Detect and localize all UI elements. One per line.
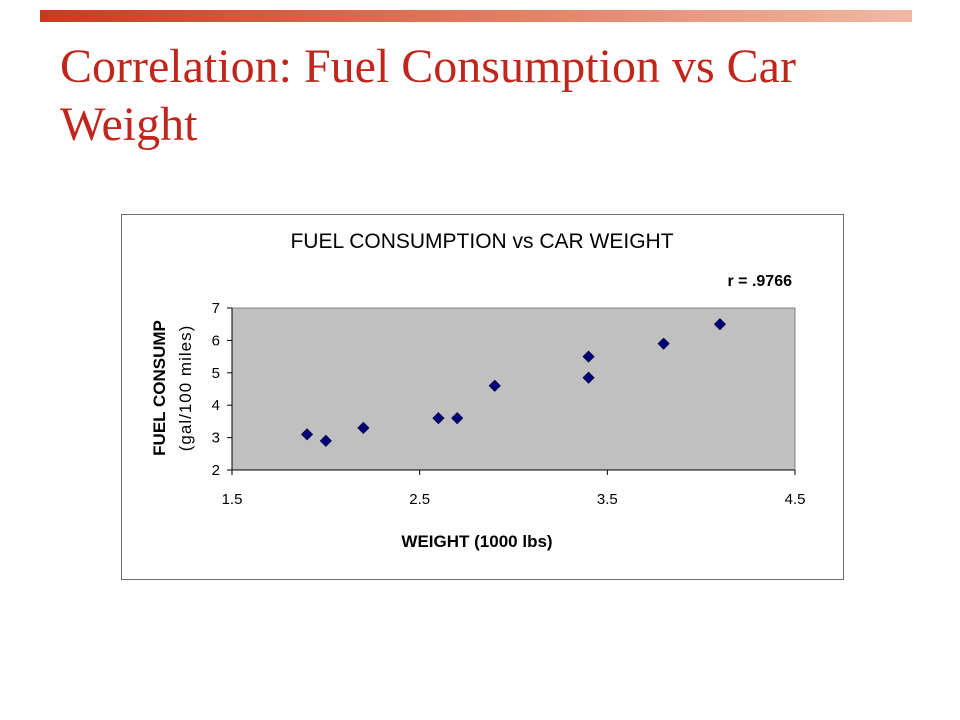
y-tick-label: 4 [212,397,220,414]
y-tick-label: 5 [212,365,220,382]
slide-title: Correlation: Fuel Consumption vs Car Wei… [60,40,796,151]
data-point [357,421,370,434]
y-axis: 2 3 4 5 6 7 [212,300,233,479]
data-points [301,318,726,447]
scatter-chart: FUEL CONSUMPTION vs CAR WEIGHT r = .9766… [150,230,806,551]
y-tick-label: 2 [212,462,220,479]
data-point [451,412,464,425]
data-point [301,428,314,441]
data-point [319,434,332,447]
y-axis-label-line2: (gal/100 miles) [176,325,195,452]
x-tick-label: 1.5 [222,491,243,508]
accent-bar [40,10,912,22]
chart-title: FUEL CONSUMPTION vs CAR WEIGHT [290,230,673,253]
data-point [432,412,445,425]
data-point [657,337,670,350]
plot-area [231,307,796,471]
data-point [582,350,595,363]
y-axis-label-line1: FUEL CONSUMP [150,320,169,456]
data-point [582,371,595,384]
x-axis: 1.5 2.5 3.5 4.5 [222,469,806,508]
y-tick-label: 6 [212,332,220,349]
data-point [713,318,726,331]
data-point [488,379,501,392]
x-tick-label: 3.5 [597,491,618,508]
x-tick-label: 4.5 [785,491,806,508]
y-tick-label: 7 [212,300,220,317]
x-axis-label: WEIGHT (1000 lbs) [401,532,552,551]
x-tick-label: 2.5 [409,491,430,508]
chart-frame: FUEL CONSUMPTION vs CAR WEIGHT r = .9766… [121,214,844,580]
y-tick-label: 3 [212,430,220,447]
correlation-annotation: r = .9766 [728,273,793,290]
